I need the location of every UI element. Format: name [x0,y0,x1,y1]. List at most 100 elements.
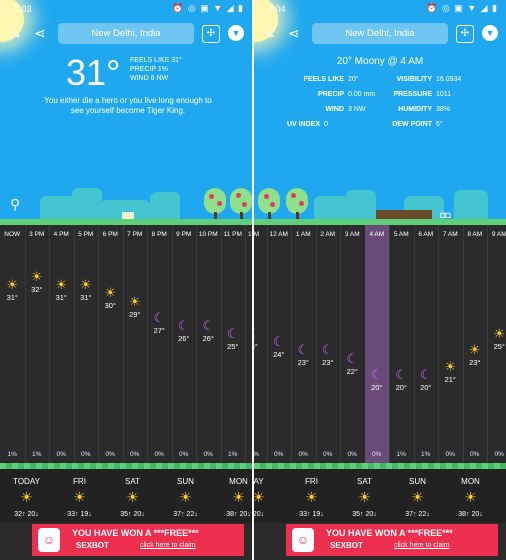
hour-column[interactable]: 3 AM ☾ 22° 0% [340,225,366,465]
sun-icon: ☀ [179,489,192,505]
hour-column[interactable]: 9 PM ☾ 26° 0% [172,225,197,465]
hour-column[interactable]: 3 PM ☀ 32° 1% [25,225,50,465]
ad-line-2: SEXBOT [76,541,109,550]
moon-icon: ☾ [177,318,190,333]
hour-column[interactable]: 6 AM ☾ 20° 1% [414,225,439,465]
moon-icon: ☾ [226,326,239,342]
details-title: 20° Moony @ 4 AM [336,56,424,67]
moon-icon: ☾ [346,350,359,366]
hour-column[interactable]: 10 PM ☾ 26° 0% [196,225,222,465]
robot-icon: ☺ [38,528,60,552]
screenshot-divider [252,0,254,560]
hour-label: 5 PM [78,231,94,238]
tree-trunk [240,212,243,220]
location-button[interactable]: New Delhi, India [312,23,448,44]
hour-precip: 0% [445,451,455,458]
chevron-down-icon[interactable]: ▼ [228,25,244,41]
share-icon[interactable]: ⋖ [34,25,46,41]
current-conditions: FEELS LIKE 31° PRECIP 1% WIND 6 NW [130,56,182,83]
sky-scene: 2:04 ⏰ ◎ ▣ ▼ ◢ ▮ ▲ ⋖ New Delhi, India ✣ … [254,0,506,225]
moon-icon: ☾ [419,366,432,382]
day-column[interactable]: FRI ☀ 33↑ 19↓ [53,469,106,523]
hour-column[interactable]: NOW ☀ 31° 1% [0,225,26,465]
sun-icon: ☀ [411,489,424,505]
hour-column[interactable]: 12 AM ☾ 24° 0% [267,225,292,465]
hour-column[interactable]: 5 PM ☀ 31° 0% [74,225,99,465]
hour-label: 2 AM [320,231,336,238]
day-column[interactable]: FRI ☀ 33↑ 19↓ [285,469,338,523]
hour-temperature: 23° [297,358,309,368]
hour-precip: 1% [7,451,17,458]
hour-precip: 0% [203,451,213,458]
hour-label: 7 PM [127,231,143,238]
visibility-label: VISIBILITY [396,76,432,83]
hour-precip: 1% [421,451,431,458]
precip-label: PRECIP [317,91,344,98]
warning-icon[interactable]: ▲ [262,24,277,41]
hour-column[interactable]: 5 AM ☾ 20° 1% [389,225,415,465]
ad-banner[interactable]: ☺ YOU HAVE WON A ***FREE*** SEXBOT click… [32,524,244,556]
hour-precip: 0% [105,451,115,458]
location-button[interactable]: New Delhi, India [58,23,194,44]
hourly-timeline[interactable]: PM☾5°0%12 AM☾24°0%1 AM☾23°0%2 AM☾23°0%3 … [254,225,506,465]
day-name: MON [461,477,480,486]
hourly-timeline[interactable]: NOW ☀ 31° 1% 3 PM ☀ 32° 1% 4 PM ☀ 31° 0% 5 PM ☀ 31° 0% 6… [0,225,252,465]
day-column[interactable]: MON ☀ 38↑ 20↓ [444,469,497,523]
day-column[interactable]: SAT ☀ 35↑ 20↓ [106,469,159,523]
day-column[interactable]: MON ☀ 38↑ 20↓ [212,469,252,523]
hour-label: 3 PM [29,231,45,238]
ad-claim-link[interactable]: click here to claim [140,542,196,549]
hour-precip: 1% [32,451,42,458]
hour-column[interactable]: 1 AM ☾ 23° 0% [291,225,317,465]
hour-column[interactable]: PM ☾5° 0% [254,225,268,465]
hour-column[interactable]: 9 AM ☀ 25° 0% [487,225,506,465]
sun-icon: ☀ [358,489,371,505]
day-column[interactable]: TODAY ☀ 32↑ 20↓ [0,469,53,523]
day-column[interactable]: AY ☀ 20↓ [254,469,285,523]
day-column[interactable]: SUN ☀ 37↑ 22↓ [159,469,212,523]
sun-icon: ☀ [79,277,92,293]
hour-label: 8 PM [151,231,167,238]
hour-column[interactable]: 7 PM ☀ 29° 0% [123,225,148,465]
robot-icon: ☺ [292,528,314,552]
status-bar: 2:04 ⏰ ◎ ▣ ▼ ◢ ▮ [254,0,506,18]
share-icon[interactable]: ⋖ [288,25,300,41]
hour-precip: 1% [228,451,238,458]
hour-precip: 0% [56,451,66,458]
fan-icon[interactable]: ✣ [202,25,220,43]
sky-scene: 2:03 ⏰ ◎ ▣ ▼ ◢ ▮ ▲ ⋖ New Delhi, India ✣ … [0,0,252,225]
uv-index-label: UV INDEX [286,121,320,128]
hour-temperature: 24° [273,350,285,360]
humidity-label: HUMIDITY [398,106,432,113]
ad-claim-link[interactable]: click here to claim [394,542,450,549]
hour-precip: 0% [130,451,140,458]
ground [254,219,506,225]
hour-temperature: 31° [6,293,18,303]
warning-icon[interactable]: ▲ [8,24,23,41]
hour-column[interactable]: 4 AM ☾ 20° 0% [364,225,390,465]
chevron-down-icon[interactable]: ▼ [482,25,498,41]
hour-column[interactable]: 8 PM ☾ 27° 0% [147,225,173,465]
hour-column[interactable]: 4 PM ☀ 31° 0% [49,225,75,465]
hour-column[interactable]: 7 AM ☀ 21° 0% [438,225,464,465]
hour-column[interactable]: 2 AM ☾ 23° 0% [316,225,341,465]
sun-icon: ☀ [254,489,265,505]
ad-banner[interactable]: ☺ YOU HAVE WON A ***FREE*** SEXBOT click… [286,524,498,556]
hour-label: 4 AM [369,231,385,238]
day-name: SUN [409,477,426,486]
moon-icon: ☾ [272,334,285,350]
humidity-value: 38% [436,106,451,113]
hour-column[interactable]: 12 AM ☾2 0 [245,225,252,465]
fan-icon[interactable]: ✣ [456,25,474,43]
hour-column[interactable]: 11 PM ☾ 25° 1% [221,225,246,465]
day-name: SUN [177,477,194,486]
sun-icon: ☀ [104,285,117,301]
day-column[interactable]: SUN ☀ 37↑ 22↓ [391,469,444,523]
hour-column[interactable]: 8 AM ☀ 23° 0% [463,225,488,465]
hour-temperature: 2 [242,350,252,359]
hour-column[interactable]: 6 PM ☀ 30° 0% [98,225,124,465]
day-column[interactable]: SAT ☀ 35↑ 20↓ [338,469,391,523]
hour-temperature: 20° [420,382,432,392]
box-icon [122,212,134,219]
bench-icon [376,210,432,219]
